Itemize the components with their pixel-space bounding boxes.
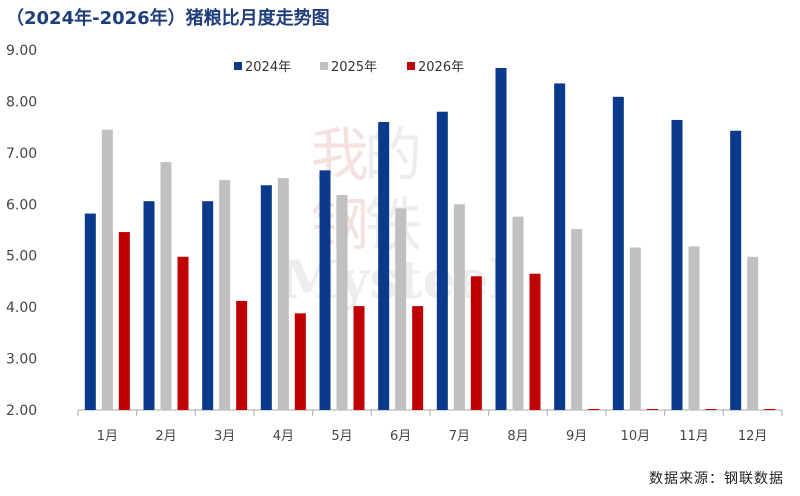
watermark-char: 铁: [364, 191, 422, 259]
bar: [319, 170, 331, 410]
bar: [118, 232, 130, 410]
bar: [353, 306, 365, 410]
bar: [612, 96, 624, 411]
bar: [495, 68, 507, 410]
x-tick-label: 5月: [331, 429, 352, 444]
chart-title: （2024年-2026年）猪粮比月度走势图: [6, 8, 330, 29]
bar-empty: [764, 409, 776, 410]
x-tick-label: 1月: [97, 429, 118, 444]
bar: [143, 201, 155, 410]
legend-label: 2025年: [331, 60, 377, 75]
bar: [177, 256, 189, 410]
legend-label: 2024年: [245, 60, 291, 75]
y-tick-label: 6.00: [6, 197, 37, 213]
bar-empty: [705, 409, 717, 410]
watermark-text: Mysteel: [282, 250, 509, 311]
bar: [554, 83, 566, 410]
legend-swatch: [407, 62, 415, 70]
bar: [747, 256, 759, 410]
bar: [529, 273, 541, 410]
x-axis: 1月 2月 3月 4月 5月 6月 7月 8月 9月 10月 11月 12月: [77, 409, 783, 444]
x-tick-label: 3月: [214, 429, 235, 444]
y-tick-label: 9.00: [6, 43, 37, 59]
y-tick-label: 4.00: [6, 300, 37, 316]
bar: [453, 204, 465, 410]
bar: [412, 306, 424, 410]
legend-swatch: [320, 62, 328, 70]
legend-label: 2026年: [418, 60, 464, 75]
legend-swatch: [234, 62, 242, 70]
x-tick-label: 6月: [390, 429, 411, 444]
y-axis: 2.00 3.00 4.00 5.00 6.00 7.00 8.00 9.00: [6, 43, 37, 419]
y-tick-label: 7.00: [6, 146, 37, 162]
bar: [629, 247, 641, 410]
x-tick-label: 7月: [449, 429, 470, 444]
bar: [688, 246, 700, 410]
bars: [84, 68, 776, 411]
bar: [436, 111, 448, 410]
data-source: 数据来源：钢联数据: [649, 471, 784, 487]
bar: [294, 313, 306, 410]
bar: [336, 195, 348, 410]
watermark: 我的钢铁Mysteel: [282, 121, 509, 311]
y-tick-label: 8.00: [6, 94, 37, 110]
bar: [470, 276, 482, 410]
x-tick-label: 4月: [273, 429, 294, 444]
bar: [378, 122, 390, 410]
bar: [219, 180, 231, 410]
y-tick-label: 5.00: [6, 249, 37, 265]
bar: [202, 201, 214, 410]
watermark-char: 的: [364, 121, 422, 189]
bar: [260, 185, 272, 410]
bar: [730, 130, 742, 410]
bar: [671, 119, 683, 410]
bar: [160, 162, 172, 410]
x-tick-label: 12月: [738, 429, 768, 444]
bar: [395, 208, 407, 410]
bar: [277, 178, 289, 410]
bar: [236, 300, 248, 410]
bar: [512, 216, 524, 410]
bar-empty: [646, 409, 658, 410]
x-tick-label: 8月: [507, 429, 528, 444]
bar: [571, 228, 583, 410]
legend: 2024年 2025年 2026年: [234, 60, 464, 75]
y-tick-label: 3.00: [6, 352, 37, 368]
x-tick-label: 11月: [679, 429, 709, 444]
x-tick-label: 9月: [566, 429, 587, 444]
x-tick-label: 2月: [155, 429, 176, 444]
bar: [101, 129, 113, 410]
y-tick-label: 2.00: [6, 403, 37, 419]
x-tick-label: 10月: [621, 429, 651, 444]
bar-empty: [588, 409, 600, 410]
bar: [84, 213, 96, 410]
